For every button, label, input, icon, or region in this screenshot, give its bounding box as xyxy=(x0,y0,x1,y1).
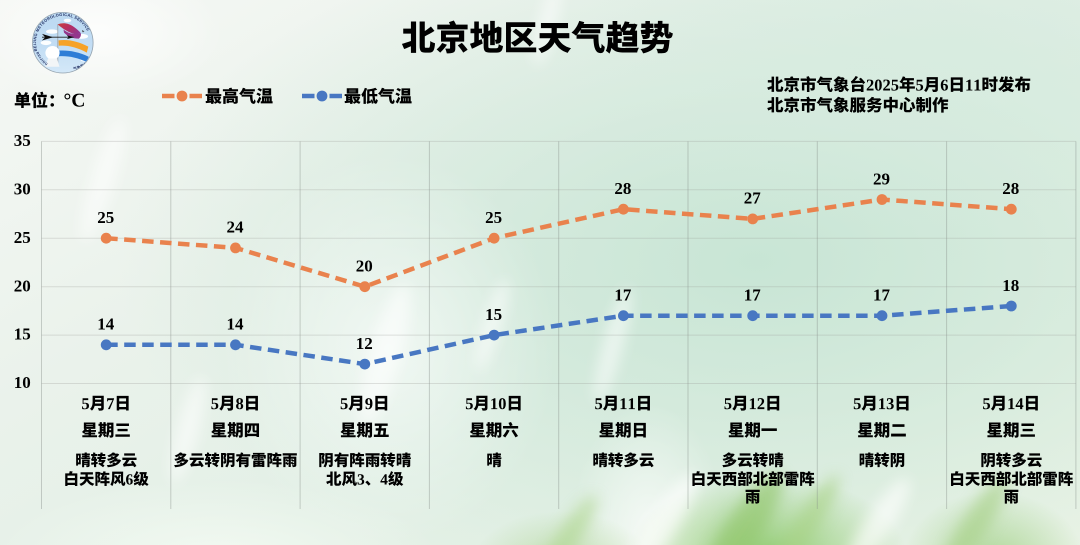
svg-text:17: 17 xyxy=(744,286,762,305)
svg-text:24: 24 xyxy=(227,218,245,237)
svg-text:14: 14 xyxy=(97,315,115,334)
svg-text:14: 14 xyxy=(227,315,245,334)
svg-text:20: 20 xyxy=(14,276,31,295)
svg-text:35: 35 xyxy=(14,131,31,150)
svg-text:18: 18 xyxy=(1002,276,1019,295)
svg-text:20: 20 xyxy=(356,257,373,276)
svg-text:25: 25 xyxy=(485,208,502,227)
svg-text:15: 15 xyxy=(14,325,31,344)
svg-text:15: 15 xyxy=(485,305,502,324)
svg-text:10: 10 xyxy=(14,373,31,392)
svg-text:17: 17 xyxy=(873,286,891,305)
svg-text:12: 12 xyxy=(356,334,373,353)
svg-text:28: 28 xyxy=(614,179,631,198)
svg-text:25: 25 xyxy=(97,208,114,227)
svg-text:30: 30 xyxy=(14,179,31,198)
svg-text:29: 29 xyxy=(873,169,890,188)
svg-text:25: 25 xyxy=(14,228,31,247)
svg-text:17: 17 xyxy=(614,286,632,305)
svg-text:28: 28 xyxy=(1002,179,1019,198)
svg-text:27: 27 xyxy=(744,189,762,208)
